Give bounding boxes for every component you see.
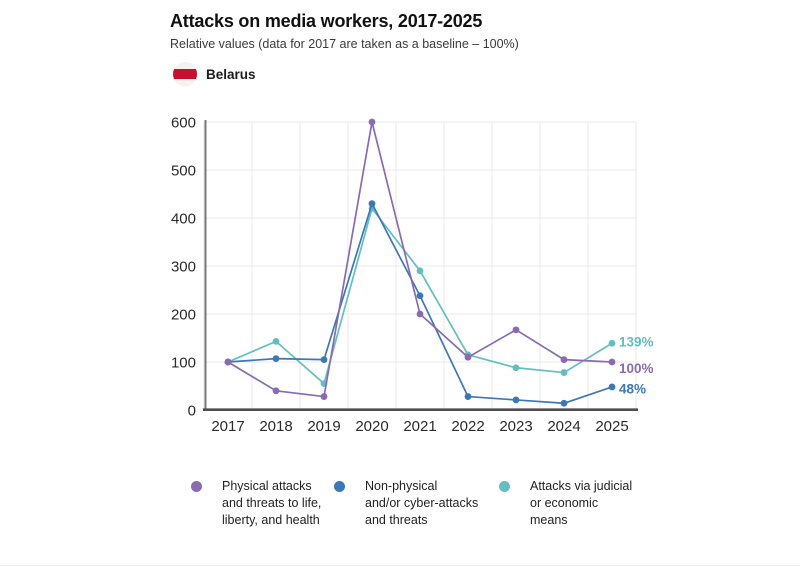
data-point [416, 292, 424, 300]
legend-dot-icon [191, 481, 202, 492]
data-point [224, 358, 232, 366]
chart-legend: Physical attacks and threats to life, li… [0, 476, 800, 546]
y-tick-label: 0 [188, 403, 196, 420]
x-tick-label: 2017 [211, 418, 244, 435]
data-point [608, 358, 616, 366]
x-tick-label: 2021 [403, 418, 436, 435]
y-tick-label: 500 [171, 163, 196, 180]
x-tick-label: 2018 [259, 418, 292, 435]
x-tick-label: 2025 [595, 418, 628, 435]
y-tick-label: 100 [171, 355, 196, 372]
country-name: Belarus [206, 66, 256, 82]
series-line [227, 121, 613, 398]
data-point [320, 393, 328, 400]
x-tick-label: 2022 [451, 418, 484, 435]
flag-white-stripe [173, 62, 197, 70]
data-point [608, 339, 616, 347]
x-tick-label: 2020 [355, 418, 388, 435]
flag-red-stripe [173, 69, 197, 79]
legend-label: Attacks via judicial or economic means [530, 479, 633, 527]
data-point [272, 355, 280, 363]
country-row: Belarus [173, 62, 256, 86]
legend-dot-icon [499, 481, 510, 492]
legend-label: Non-physical and/or cyber-attacks and th… [365, 479, 479, 527]
x-tick-label: 2023 [499, 418, 532, 435]
data-point [272, 337, 280, 345]
legend-dot-icon [334, 481, 345, 492]
data-point [560, 369, 568, 376]
legend-item-nonphysical-attacks: Non-physical and/or cyber-attacks and th… [333, 478, 478, 529]
y-tick-label: 300 [171, 259, 196, 276]
series-end-label: 139% [619, 334, 654, 349]
data-point [416, 267, 424, 275]
data-point [416, 310, 424, 318]
data-point [272, 387, 280, 395]
data-point [512, 364, 520, 372]
page-title: Attacks on media workers, 2017-2025 [170, 11, 483, 31]
series-end-label: 100% [619, 361, 654, 376]
y-tick-label: 600 [171, 115, 196, 132]
data-point [560, 356, 568, 363]
y-tick-label: 200 [171, 307, 196, 324]
legend-item-judicial-attacks: Attacks via judicial or economic means [498, 478, 632, 529]
y-tick-label: 400 [171, 211, 196, 228]
series-end-label: 48% [619, 381, 646, 396]
data-point [368, 200, 376, 208]
data-point [368, 118, 376, 126]
data-point [512, 326, 520, 334]
page-subtitle: Relative values (data for 2017 are taken… [170, 37, 519, 51]
data-point [608, 383, 616, 391]
series-line [227, 202, 613, 405]
legend-label: Physical attacks and threats to life, li… [222, 479, 322, 527]
data-point [320, 356, 328, 363]
data-point [464, 353, 472, 361]
data-point [512, 396, 520, 404]
legend-item-physical-attacks: Physical attacks and threats to life, li… [190, 478, 321, 529]
x-tick-label: 2024 [547, 418, 580, 435]
belarus-flag-icon [173, 62, 197, 86]
x-tick-label: 2019 [307, 418, 340, 435]
flag-white-stripe [173, 78, 197, 86]
data-point [464, 393, 472, 400]
data-point [560, 399, 568, 407]
